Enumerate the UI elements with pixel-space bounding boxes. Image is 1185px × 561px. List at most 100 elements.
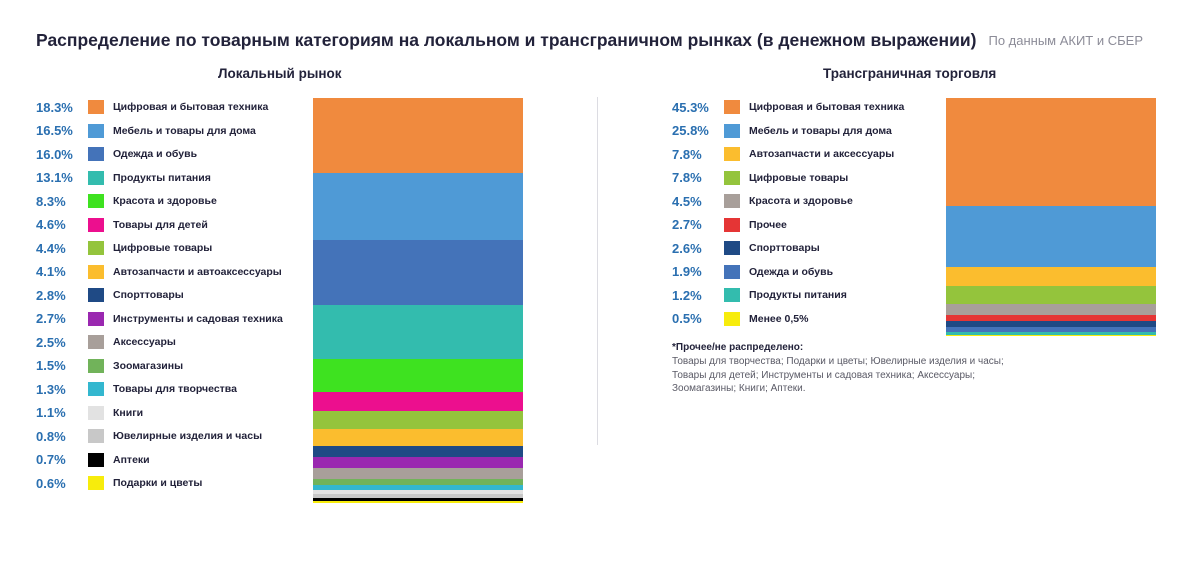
legend-label: Подарки и цветы: [113, 477, 203, 489]
footnote-line: Товары для детей; Инструменты и садовая …: [672, 369, 976, 381]
page-title: Распределение по товарным категориям на …: [36, 30, 977, 50]
legend-item: 0.8% Ювелирные изделия и часы: [36, 428, 263, 444]
legend-item: 4.5% Красота и здоровье: [672, 193, 853, 209]
legend-swatch: [88, 311, 104, 326]
bar-segment: [313, 305, 523, 359]
legend-label: Цифровая и бытовая техника: [749, 101, 905, 113]
bar-segment: [313, 429, 523, 447]
local-panel-title: Локальный рынок: [218, 66, 342, 81]
data-label: 2.6%: [672, 240, 702, 256]
legend-item: 2.6% Спорттовары: [672, 240, 820, 256]
bar-segment: [313, 478, 523, 485]
legend-label: Автозапчасти и автоаксессуары: [113, 265, 282, 278]
legend-swatch: [88, 123, 104, 138]
bar-segment: [946, 267, 1156, 286]
data-label: 4.4%: [36, 240, 66, 256]
legend-swatch: [724, 194, 740, 208]
bar-segment: [313, 392, 523, 412]
legend-label: Продукты питания: [749, 289, 847, 301]
legend-label: Красота и здоровье: [749, 195, 853, 207]
legend-item: 18.3% Цифровая и бытовая техника: [36, 100, 269, 115]
legend-item: 1.3% Товары для творчества: [36, 381, 237, 397]
legend-swatch: [88, 382, 104, 396]
data-label: 1.3%: [36, 381, 66, 397]
legend-swatch: [88, 429, 104, 443]
legend-label: Цифровая и бытовая техника: [113, 101, 269, 113]
legend-item: 4.1% Автозапчасти и автоаксессуары: [36, 264, 282, 279]
legend-swatch: [724, 241, 740, 255]
legend-item: 4.4% Цифровые товары: [36, 240, 212, 256]
legend-swatch: [88, 147, 104, 161]
data-label: 7.8%: [672, 146, 702, 162]
legend-swatch: [724, 217, 740, 232]
legend-swatch: [724, 170, 740, 185]
bar-segment: [946, 334, 1156, 337]
legend-item: 45.3% Цифровая и бытовая техника: [672, 99, 905, 115]
data-label: 2.5%: [36, 334, 66, 350]
legend-swatch: [88, 288, 104, 302]
bar-segment: [946, 321, 1156, 328]
bar-segment: [313, 411, 523, 430]
legend-label: Цифровые товары: [749, 171, 849, 184]
bar-segment: [313, 497, 523, 501]
data-label: 16.5%: [36, 123, 73, 138]
bar-segment: [946, 331, 1156, 336]
legend-swatch: [88, 476, 104, 490]
bar-segment: [313, 358, 523, 393]
panel-divider: [597, 97, 598, 445]
legend-label: Продукты питания: [113, 171, 211, 184]
data-label: 1.1%: [36, 405, 66, 420]
data-label: 4.5%: [672, 193, 702, 209]
legend-label: Ювелирные изделия и часы: [113, 430, 263, 442]
data-label: 16.0%: [36, 146, 73, 162]
legend-item: 0.5% Менее 0,5%: [672, 311, 808, 326]
legend-item: 13.1% Продукты питания: [36, 170, 211, 185]
legend-label: Мебель и товары для дома: [113, 124, 256, 137]
legend-item: 1.9% Одежда и обувь: [672, 264, 833, 279]
cross-border-panel-title: Трансграничная торговля: [823, 66, 997, 81]
data-label: 0.5%: [672, 311, 702, 326]
bar-segment: [313, 468, 523, 479]
data-label: 25.8%: [672, 123, 709, 138]
bar-segment: [946, 304, 1156, 316]
bar-segment: [946, 314, 1156, 322]
legend-swatch: [88, 100, 104, 114]
legend-item: 7.8% Цифровые товары: [672, 170, 849, 185]
legend-swatch: [724, 100, 740, 114]
legend-swatch: [724, 311, 740, 326]
bar-segment: [313, 172, 523, 241]
source-note: По данным АКИТ и СБЕР: [988, 33, 1143, 48]
legend-label: Красота и здоровье: [113, 195, 217, 207]
legend-swatch: [724, 288, 740, 302]
bar-segment: [946, 98, 1156, 206]
legend-label: Мебель и товары для дома: [749, 124, 892, 137]
data-label: 7.8%: [672, 170, 702, 185]
bar-segment: [313, 445, 523, 458]
data-label: 8.3%: [36, 193, 66, 209]
data-label: 0.6%: [36, 475, 66, 491]
data-label: 45.3%: [672, 99, 709, 115]
footnote-line: Зоомагазины; Книги; Аптеки.: [672, 383, 806, 394]
legend-swatch: [88, 335, 104, 349]
legend-item: 7.8% Автозапчасти и аксессуары: [672, 146, 894, 162]
legend-item: 1.2% Продукты питания: [672, 288, 847, 303]
data-label: 13.1%: [36, 170, 73, 185]
bar-segment: [313, 500, 523, 504]
legend-swatch: [88, 264, 104, 279]
legend-item: 16.5% Мебель и товары для дома: [36, 123, 256, 138]
legend-item: 2.5% Аксессуары: [36, 334, 176, 350]
data-label: 0.7%: [36, 452, 66, 467]
data-label: 1.9%: [672, 264, 702, 279]
legend-item: 4.6% Товары для детей: [36, 217, 208, 232]
legend-swatch: [724, 147, 740, 161]
cross-border-stacked-bar: [946, 98, 1156, 337]
data-label: 0.8%: [36, 428, 66, 444]
legend-item: 2.7% Прочее: [672, 217, 787, 232]
bar-segment: [313, 457, 523, 469]
legend-item: 16.0% Одежда и обувь: [36, 146, 197, 162]
bar-segment: [946, 205, 1156, 268]
legend-label: Товары для творчества: [113, 383, 237, 395]
legend-label: Зоомагазины: [113, 359, 184, 372]
legend-item: 0.6% Подарки и цветы: [36, 475, 203, 491]
legend-label: Книги: [113, 406, 144, 419]
